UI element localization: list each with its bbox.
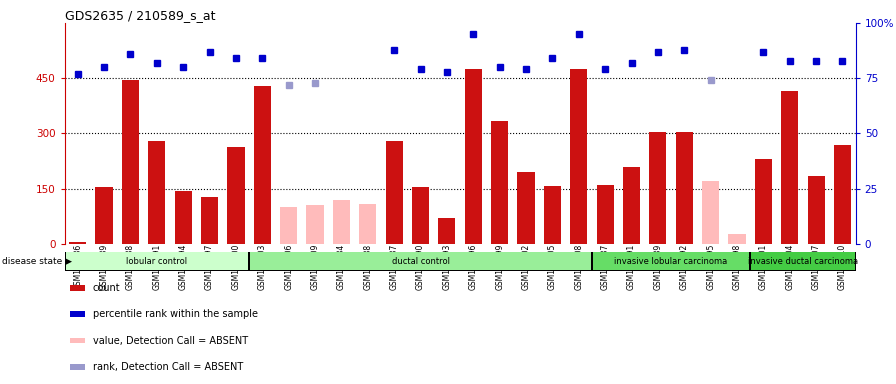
Bar bbox=[754, 159, 772, 244]
Bar bbox=[201, 197, 218, 244]
Bar bbox=[69, 242, 86, 244]
Bar bbox=[332, 200, 350, 244]
Text: GSM134690: GSM134690 bbox=[416, 244, 425, 290]
Text: GSM134709: GSM134709 bbox=[311, 244, 320, 290]
Text: GSM134687: GSM134687 bbox=[390, 244, 399, 290]
Bar bbox=[359, 204, 376, 244]
Text: invasive ductal carcinoma: invasive ductal carcinoma bbox=[748, 257, 858, 266]
Bar bbox=[623, 167, 640, 244]
Bar bbox=[412, 187, 429, 244]
Bar bbox=[676, 132, 693, 244]
Text: GSM134702: GSM134702 bbox=[521, 244, 530, 290]
Bar bbox=[807, 176, 824, 244]
Text: GSM134587: GSM134587 bbox=[600, 244, 609, 290]
Text: GSM134584: GSM134584 bbox=[337, 244, 346, 290]
Text: lobular control: lobular control bbox=[126, 257, 187, 266]
Text: GSM134586: GSM134586 bbox=[73, 244, 82, 290]
Text: GSM134692: GSM134692 bbox=[680, 244, 689, 290]
Bar bbox=[702, 181, 719, 244]
Text: invasive lobular carcinoma: invasive lobular carcinoma bbox=[615, 257, 728, 266]
Bar bbox=[96, 187, 113, 244]
Bar bbox=[280, 207, 297, 244]
Text: GSM134694: GSM134694 bbox=[178, 244, 187, 290]
Text: GSM134705: GSM134705 bbox=[547, 244, 557, 290]
Bar bbox=[175, 191, 192, 244]
Bar bbox=[597, 185, 614, 244]
Bar bbox=[751, 252, 855, 270]
Bar bbox=[306, 205, 323, 244]
Text: GSM134697: GSM134697 bbox=[205, 244, 214, 290]
Bar bbox=[70, 338, 84, 343]
Text: GSM134698: GSM134698 bbox=[733, 244, 742, 290]
Bar bbox=[650, 132, 667, 244]
Text: ductal control: ductal control bbox=[392, 257, 450, 266]
Text: GSM134699: GSM134699 bbox=[495, 244, 504, 290]
Text: disease state ▶: disease state ▶ bbox=[2, 257, 72, 266]
Bar bbox=[70, 364, 84, 370]
Bar bbox=[250, 252, 590, 270]
Text: GSM134701: GSM134701 bbox=[759, 244, 768, 290]
Text: GSM134693: GSM134693 bbox=[443, 244, 452, 290]
Bar bbox=[518, 172, 535, 244]
Text: GSM134695: GSM134695 bbox=[706, 244, 715, 290]
Text: GSM134691: GSM134691 bbox=[152, 244, 161, 290]
Bar bbox=[834, 145, 851, 244]
Bar bbox=[491, 121, 508, 244]
Text: GSM134704: GSM134704 bbox=[785, 244, 794, 290]
Bar bbox=[385, 141, 402, 244]
Text: GSM134700: GSM134700 bbox=[231, 244, 240, 290]
Text: GSM134696: GSM134696 bbox=[469, 244, 478, 290]
Bar bbox=[122, 80, 139, 244]
Text: rank, Detection Call = ABSENT: rank, Detection Call = ABSENT bbox=[92, 362, 243, 372]
Text: GSM134703: GSM134703 bbox=[258, 244, 267, 290]
Bar bbox=[438, 218, 455, 244]
Bar bbox=[728, 233, 745, 244]
Bar bbox=[70, 311, 84, 317]
Text: GDS2635 / 210589_s_at: GDS2635 / 210589_s_at bbox=[65, 9, 215, 22]
Text: GSM134589: GSM134589 bbox=[99, 244, 108, 290]
Text: percentile rank within the sample: percentile rank within the sample bbox=[92, 309, 258, 319]
Bar bbox=[148, 141, 166, 244]
Text: GSM134591: GSM134591 bbox=[627, 244, 636, 290]
Text: GSM134588: GSM134588 bbox=[363, 244, 373, 290]
Bar bbox=[65, 252, 248, 270]
Bar bbox=[781, 91, 798, 244]
Text: GSM134710: GSM134710 bbox=[838, 244, 847, 290]
Text: value, Detection Call = ABSENT: value, Detection Call = ABSENT bbox=[92, 336, 248, 346]
Bar bbox=[570, 69, 588, 244]
Bar bbox=[465, 69, 482, 244]
Bar bbox=[228, 147, 245, 244]
Text: GSM134689: GSM134689 bbox=[653, 244, 662, 290]
Bar bbox=[544, 186, 561, 244]
Text: GSM134706: GSM134706 bbox=[284, 244, 293, 290]
Text: GSM134708: GSM134708 bbox=[574, 244, 583, 290]
Bar bbox=[254, 86, 271, 244]
Bar bbox=[593, 252, 749, 270]
Text: GSM134707: GSM134707 bbox=[812, 244, 821, 290]
Text: count: count bbox=[92, 283, 120, 293]
Text: GSM134688: GSM134688 bbox=[126, 244, 135, 290]
Bar bbox=[70, 285, 84, 291]
